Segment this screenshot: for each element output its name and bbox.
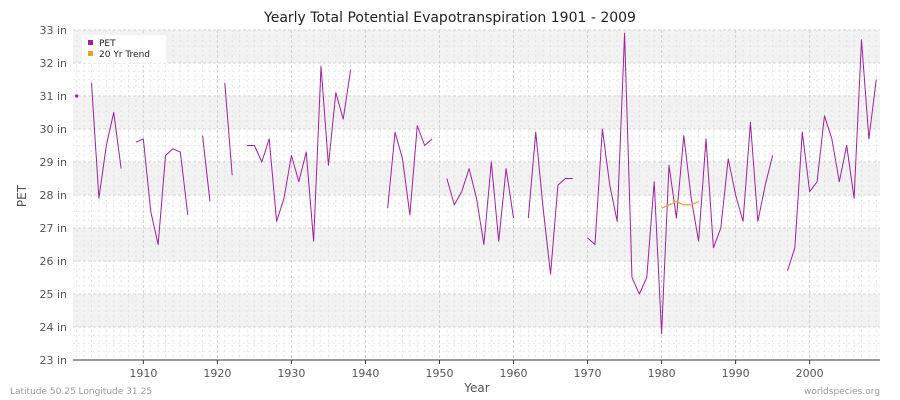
legend: PET 20 Yr Trend [82, 35, 166, 63]
y-tick-label-32: 32 in [39, 57, 67, 70]
x-tick-label-1920: 1920 [203, 367, 231, 380]
legend-label-pet: PET [99, 39, 116, 49]
line-segment-pet-1962-1968 [527, 131, 573, 275]
y-tick-label-30: 30 in [39, 123, 67, 136]
y-tick-label-24: 24 in [39, 321, 67, 334]
x-axis-ticks: 1910 1920 1930 1940 1950 1960 1970 1980 1990 2000 [129, 360, 824, 380]
line-segment-pet-1921-1922 [224, 82, 233, 176]
x-tick-label-1960: 1960 [500, 367, 528, 380]
legend-swatch-pet [88, 40, 93, 45]
y-axis-ticks: 23 in 24 in 25 in 26 in 27 in 28 in 29 in 30 in… [39, 24, 67, 367]
minor-gridlines [73, 30, 880, 360]
legend-label-trend: 20 Yr Trend [99, 50, 150, 60]
legend-background [82, 35, 166, 63]
line-segment-pet-1909-1916 [135, 138, 189, 245]
x-tick-label-1930: 1930 [277, 367, 305, 380]
x-axis-label: Year [463, 381, 489, 395]
y-tick-label-28: 28 in [39, 189, 67, 202]
y-tick-label-29: 29 in [39, 156, 67, 169]
y-tick-label-23: 23 in [39, 354, 67, 367]
line-segment-pet-1918-1919 [202, 135, 211, 202]
y-axis-label: PET [15, 184, 29, 207]
line-segment-20-yr-trend-1980-1985 [661, 201, 699, 209]
line-segment-pet-1924-1938 [246, 65, 352, 242]
line-segment-pet-1951-1960 [446, 161, 515, 245]
y-tick-label-31: 31 in [39, 90, 67, 103]
x-tick-label-1910: 1910 [129, 367, 157, 380]
x-tick-label-2000: 2000 [796, 367, 824, 380]
series-20-yr-trend [661, 201, 699, 209]
series-pet [75, 32, 877, 335]
point-pet-1901 [75, 94, 79, 98]
x-tick-label-1980: 1980 [648, 367, 676, 380]
x-tick-label-1950: 1950 [425, 367, 453, 380]
line-segment-pet-1903-1907 [91, 82, 122, 199]
y-tick-label-25: 25 in [39, 288, 67, 301]
location-caption: Latitude 50.25 Longitude 31.25 [10, 387, 152, 397]
y-tick-label-27: 27 in [39, 222, 67, 235]
x-tick-label-1990: 1990 [722, 367, 750, 380]
y-tick-label-33: 33 in [39, 24, 67, 37]
line-segment-pet-1943-1949 [387, 125, 433, 216]
line-segment-pet-1997-2009 [786, 39, 877, 272]
y-tick-label-26: 26 in [39, 255, 67, 268]
line-segment-pet-1970-1995 [587, 32, 774, 335]
band-23 [73, 327, 880, 360]
source-caption: worldspecies.org [804, 387, 880, 397]
x-tick-label-1970: 1970 [574, 367, 602, 380]
x-tick-label-1940: 1940 [351, 367, 379, 380]
series-layer [75, 32, 877, 335]
legend-swatch-trend [88, 51, 93, 56]
chart-title: Yearly Total Potential Evapotranspiratio… [263, 10, 636, 26]
